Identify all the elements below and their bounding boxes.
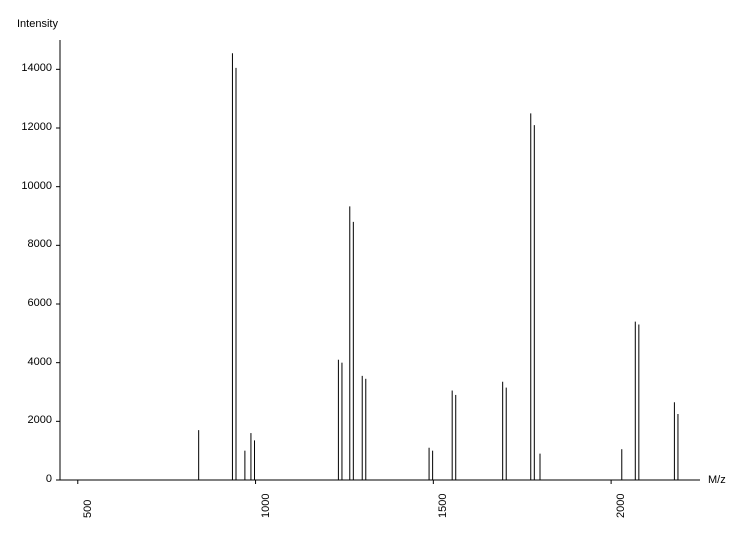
- y-tick-label: 10000: [2, 180, 52, 192]
- y-tick-label: 12000: [2, 121, 52, 133]
- spectrum-container: Intensity M/z 0 2000 4000 6000 8000 10000 1200…: [0, 0, 750, 540]
- y-tick-label: 2000: [2, 414, 52, 426]
- y-tick-label: 6000: [2, 297, 52, 309]
- x-tick-label: 1500: [437, 494, 449, 518]
- y-tick-label: 0: [2, 473, 52, 485]
- x-tick-label: 500: [82, 500, 94, 518]
- y-tick-label: 4000: [2, 356, 52, 368]
- y-tick-label: 14000: [2, 62, 52, 74]
- x-tick-label: 2000: [615, 494, 627, 518]
- x-axis-label: M/z: [708, 474, 726, 486]
- x-tick-label: 1000: [260, 494, 272, 518]
- y-axis-label: Intensity: [17, 18, 58, 30]
- mass-spectrum-chart: [0, 0, 750, 540]
- y-tick-label: 8000: [2, 238, 52, 250]
